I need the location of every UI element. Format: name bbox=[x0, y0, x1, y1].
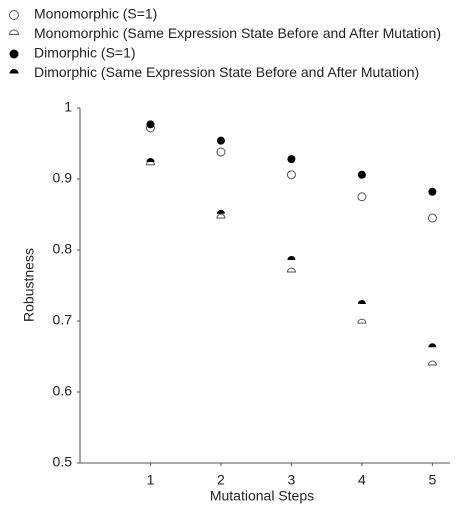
data-point bbox=[428, 343, 437, 348]
legend-label: Monomorphic (Same Expression State Befor… bbox=[34, 25, 441, 41]
y-tick-label: 0.8 bbox=[53, 241, 73, 257]
y-tick-label: 0.9 bbox=[53, 170, 73, 186]
x-tick-label: 2 bbox=[217, 472, 225, 488]
data-point bbox=[357, 192, 367, 202]
y-tick-label: 0.7 bbox=[53, 312, 73, 328]
legend-marker bbox=[9, 49, 19, 59]
data-point bbox=[146, 157, 155, 162]
legend-label: Dimorphic (S=1) bbox=[34, 45, 136, 61]
data-point bbox=[216, 147, 226, 157]
data-point bbox=[287, 255, 296, 260]
legend-marker bbox=[8, 29, 20, 35]
data-point bbox=[428, 187, 437, 196]
data-point bbox=[286, 170, 296, 180]
data-point bbox=[427, 213, 437, 223]
x-axis-label: Mutational Steps bbox=[210, 488, 314, 504]
data-point bbox=[216, 136, 225, 145]
y-axis-label: Robustness bbox=[21, 248, 37, 322]
data-point bbox=[427, 360, 437, 366]
y-tick-label: 0.5 bbox=[53, 454, 73, 470]
data-point bbox=[216, 209, 225, 214]
legend-label: Dimorphic (Same Expression State Before … bbox=[34, 64, 419, 80]
data-point bbox=[286, 267, 296, 273]
x-tick-label: 3 bbox=[288, 472, 296, 488]
data-point bbox=[287, 155, 296, 164]
legend-marker bbox=[9, 10, 19, 20]
data-point bbox=[357, 318, 367, 324]
x-tick-label: 4 bbox=[358, 472, 366, 488]
y-tick-label: 0.6 bbox=[53, 383, 73, 399]
legend-label: Monomorphic (S=1) bbox=[34, 6, 157, 22]
y-tick-label: 1 bbox=[64, 99, 72, 115]
x-tick-label: 5 bbox=[428, 472, 436, 488]
legend-marker bbox=[9, 69, 19, 74]
data-point bbox=[146, 120, 155, 129]
data-point bbox=[357, 170, 366, 179]
data-point bbox=[216, 213, 226, 219]
x-tick-label: 1 bbox=[147, 472, 155, 488]
data-point bbox=[357, 299, 366, 304]
